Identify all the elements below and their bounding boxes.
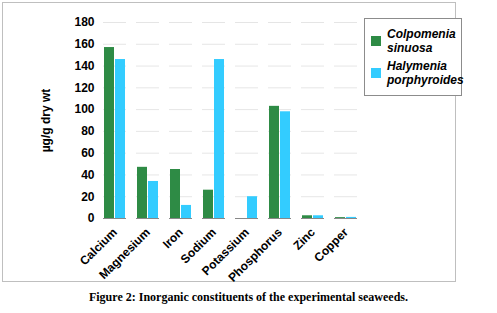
svg-text:80: 80 — [81, 124, 95, 138]
svg-text:Copper: Copper — [311, 225, 351, 265]
html-text:Colpomenia sinuosa: Colpomenia sinuosa — [387, 27, 456, 55]
svg-text:0: 0 — [88, 211, 95, 225]
html-text:Figure 2: Inorganic constituen: Figure 2: Inorganic constituents of the … — [89, 290, 408, 304]
svg-text:Magnesium: Magnesium — [96, 225, 153, 282]
svg-text:Sodium: Sodium — [177, 225, 219, 267]
svg-text:Iron: Iron — [160, 225, 186, 251]
html-text:Halymenia porphyroides: Halymenia porphyroides — [387, 59, 464, 87]
svg-text:Potassium: Potassium — [199, 225, 252, 279]
svg-text:60: 60 — [81, 146, 95, 160]
svg-text:120: 120 — [74, 81, 94, 95]
svg-text:40: 40 — [81, 168, 95, 182]
svg-text:160: 160 — [74, 37, 94, 51]
svg-text:µg/g dry wt: µg/g dry wt — [39, 89, 53, 153]
svg-text:100: 100 — [74, 102, 94, 116]
svg-text:20: 20 — [81, 190, 95, 204]
svg-text:180: 180 — [74, 15, 94, 29]
svg-text:Zinc: Zinc — [290, 225, 318, 253]
svg-text:140: 140 — [74, 59, 94, 73]
svg-text:Calcium: Calcium — [76, 225, 120, 269]
svg-text:Phosphorus: Phosphorus — [225, 225, 285, 285]
